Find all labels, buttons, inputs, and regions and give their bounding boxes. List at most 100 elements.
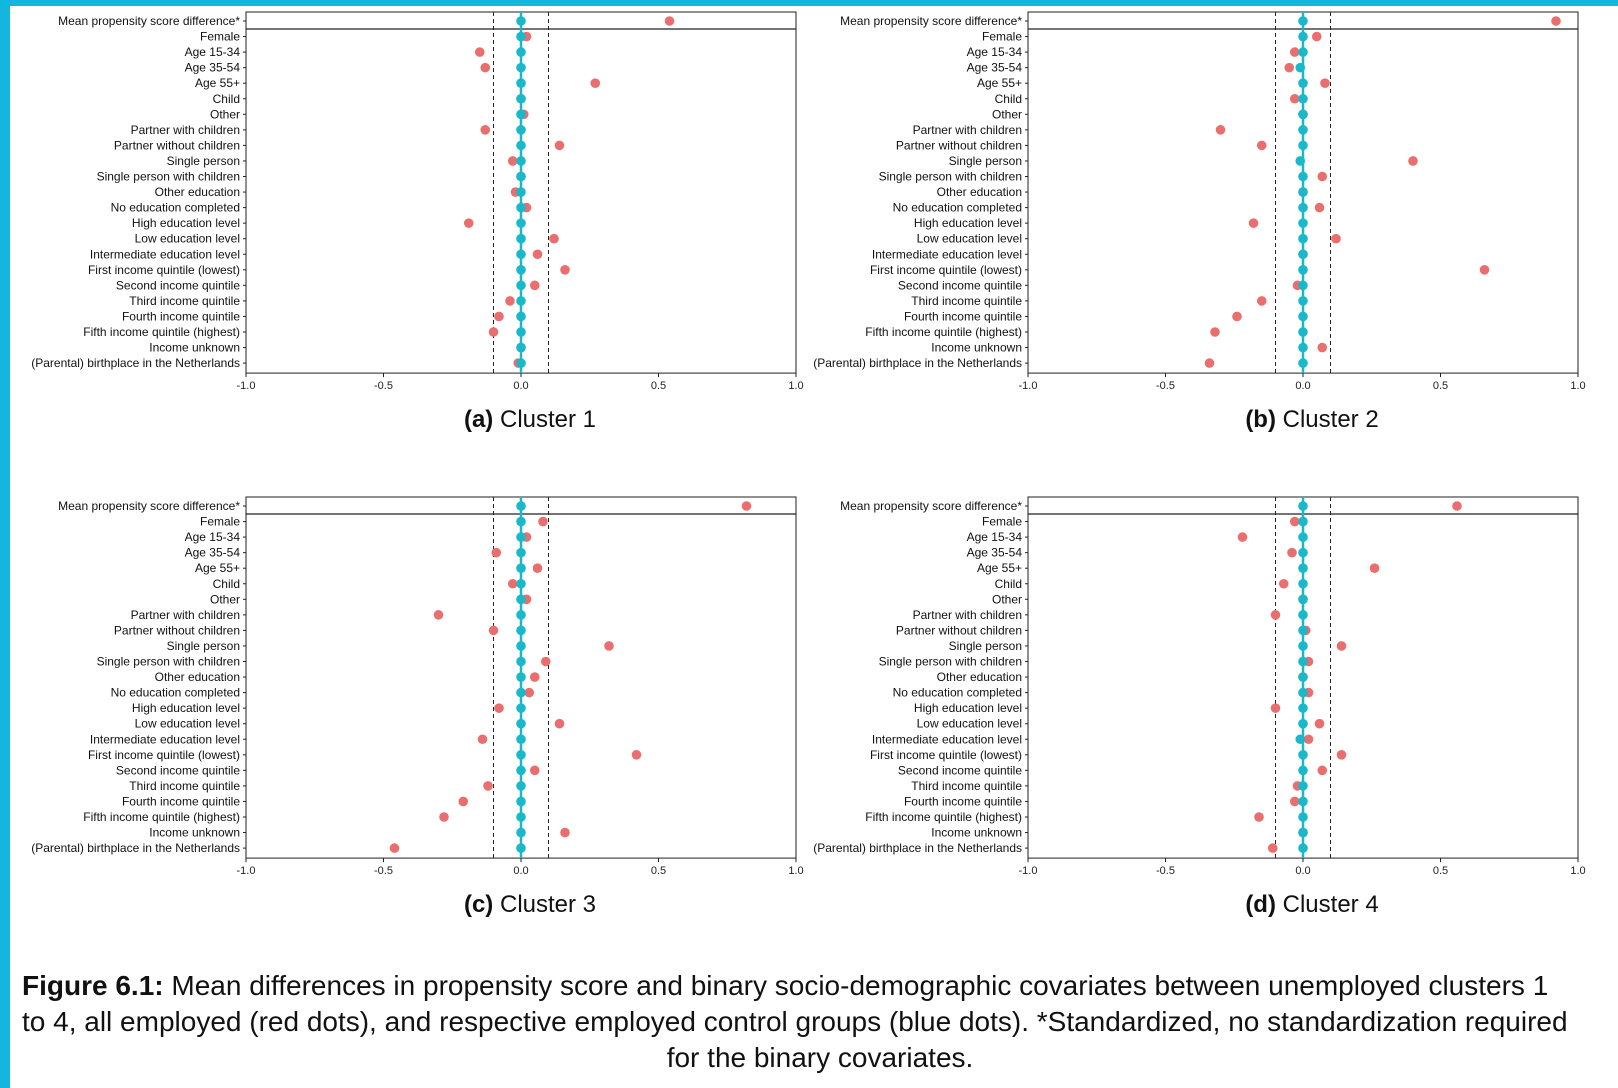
blue-dot-18	[516, 296, 526, 306]
blue-dot-6	[516, 594, 526, 605]
category-label: Fifth income quintile (highest)	[865, 325, 1022, 339]
category-label: Child	[213, 92, 240, 106]
category-label: Second income quintile	[898, 763, 1022, 777]
category-label: Fifth income quintile (highest)	[83, 325, 240, 339]
panel-caption-c: (c) Cluster 3	[463, 891, 597, 918]
blue-dot-15	[1295, 734, 1306, 745]
blue-dot-17	[516, 765, 526, 776]
top-accent-bar	[0, 0, 1618, 6]
red-dot-1	[538, 516, 548, 527]
red-dot-3	[1287, 547, 1297, 558]
blue-dot-14	[516, 718, 526, 729]
category-label: Partner without children	[896, 138, 1022, 152]
category-label: Low education level	[135, 717, 240, 731]
x-tick-label: 0.0	[1295, 380, 1310, 392]
x-tick-label: 0.5	[1433, 380, 1448, 392]
blue-dot-0	[516, 501, 526, 511]
category-label: No education completed	[111, 686, 240, 700]
blue-dot-13	[516, 703, 526, 713]
x-tick-label: 1.0	[1570, 865, 1585, 877]
chart-cluster-3: Mean propensity score difference*FemaleA…	[31, 496, 804, 877]
category-label: No education completed	[893, 201, 1022, 215]
blue-dot-22	[1298, 843, 1308, 853]
figure-caption: Figure 6.1: Mean differences in propensi…	[22, 968, 1618, 1076]
blue-dot-12	[1298, 202, 1308, 213]
blue-dot-0	[1298, 16, 1308, 26]
blue-dot-19	[1298, 796, 1308, 807]
category-label: Second income quintile	[898, 278, 1022, 292]
blue-dot-8	[1298, 625, 1308, 636]
chart-cluster-1: Mean propensity score difference*FemaleA…	[31, 11, 804, 392]
red-dot-2	[474, 47, 485, 57]
red-dot-10	[1317, 171, 1328, 182]
category-label: Fourth income quintile	[122, 794, 240, 808]
category-label: Intermediate education level	[90, 732, 240, 746]
blue-dot-8	[1298, 140, 1308, 151]
red-dot-8	[554, 140, 565, 151]
category-label: Single person with children	[97, 170, 240, 184]
category-label: Child	[995, 92, 1022, 106]
red-dot-5	[1289, 93, 1300, 104]
red-dot-19	[1289, 796, 1300, 807]
category-label: Female	[982, 30, 1022, 44]
category-label: Child	[213, 577, 240, 591]
blue-dot-3	[516, 62, 526, 73]
blue-dot-14	[1298, 233, 1308, 244]
x-tick-label: 0.5	[651, 380, 666, 392]
blue-dot-20	[516, 812, 526, 822]
category-label: Fifth income quintile (highest)	[865, 810, 1022, 824]
panel-cluster-2: Mean propensity score difference* Female A…	[782, 8, 1618, 448]
category-label: Third income quintile	[911, 779, 1022, 793]
category-label: (Parental) birthplace in the Netherlands	[813, 841, 1022, 855]
blue-dot-1	[516, 31, 526, 42]
red-dot-11	[529, 672, 540, 682]
blue-dot-17	[1298, 765, 1308, 776]
blue-dot-7	[516, 610, 526, 620]
category-label: Low education level	[135, 232, 240, 246]
panel-cluster-3: Mean propensity score difference* Female A…	[0, 493, 810, 933]
category-label: Partner with children	[913, 123, 1022, 137]
x-tick-label: 0.0	[1295, 865, 1310, 877]
category-label: Second income quintile	[116, 278, 240, 292]
blue-dot-6	[1298, 594, 1308, 605]
x-tick-label: 0.5	[1433, 865, 1448, 877]
blue-dot-11	[516, 187, 526, 197]
category-label: Income unknown	[931, 341, 1022, 355]
red-dot-12	[1314, 202, 1325, 213]
blue-dot-16	[1298, 750, 1308, 760]
red-dot-5	[507, 578, 518, 589]
red-dot-3	[491, 547, 502, 558]
category-label: Partner without children	[896, 623, 1022, 637]
blue-dot-15	[1298, 249, 1308, 260]
x-tick-label: 0.0	[513, 380, 528, 392]
blue-dot-7	[516, 125, 526, 135]
blue-dot-0	[516, 16, 526, 26]
blue-dot-2	[516, 532, 526, 542]
panel-caption-d: (d) Cluster 4	[1245, 891, 1379, 918]
red-dot-13	[494, 703, 504, 713]
red-dot-15	[532, 249, 543, 260]
x-tick-label: 1.0	[1570, 380, 1585, 392]
caption-line-2: to 4, all employed (red dots), and respe…	[22, 1006, 1568, 1037]
red-dot-16	[1479, 265, 1490, 275]
red-dot-4	[1369, 563, 1380, 573]
category-label: Second income quintile	[116, 763, 240, 777]
category-label: Partner with children	[131, 608, 240, 622]
category-label: No education completed	[893, 686, 1022, 700]
blue-dot-5	[516, 93, 526, 104]
red-dot-16	[1336, 750, 1347, 760]
x-tick-label: 0.5	[651, 865, 666, 877]
blue-dot-20	[1298, 812, 1308, 822]
red-dot-9	[604, 641, 614, 651]
blue-dot-2	[516, 47, 526, 57]
blue-dot-6	[1298, 109, 1308, 120]
red-dot-5	[1278, 578, 1289, 589]
red-dot-14	[1314, 718, 1325, 729]
category-label: First income quintile (lowest)	[870, 263, 1022, 277]
blue-dot-10	[516, 656, 526, 667]
category-label: Other	[992, 592, 1022, 606]
category-label: Intermediate education level	[872, 732, 1022, 746]
red-dot-14	[554, 718, 565, 729]
category-label: Age 15-34	[185, 45, 241, 59]
category-label: Mean propensity score difference*	[58, 499, 240, 513]
